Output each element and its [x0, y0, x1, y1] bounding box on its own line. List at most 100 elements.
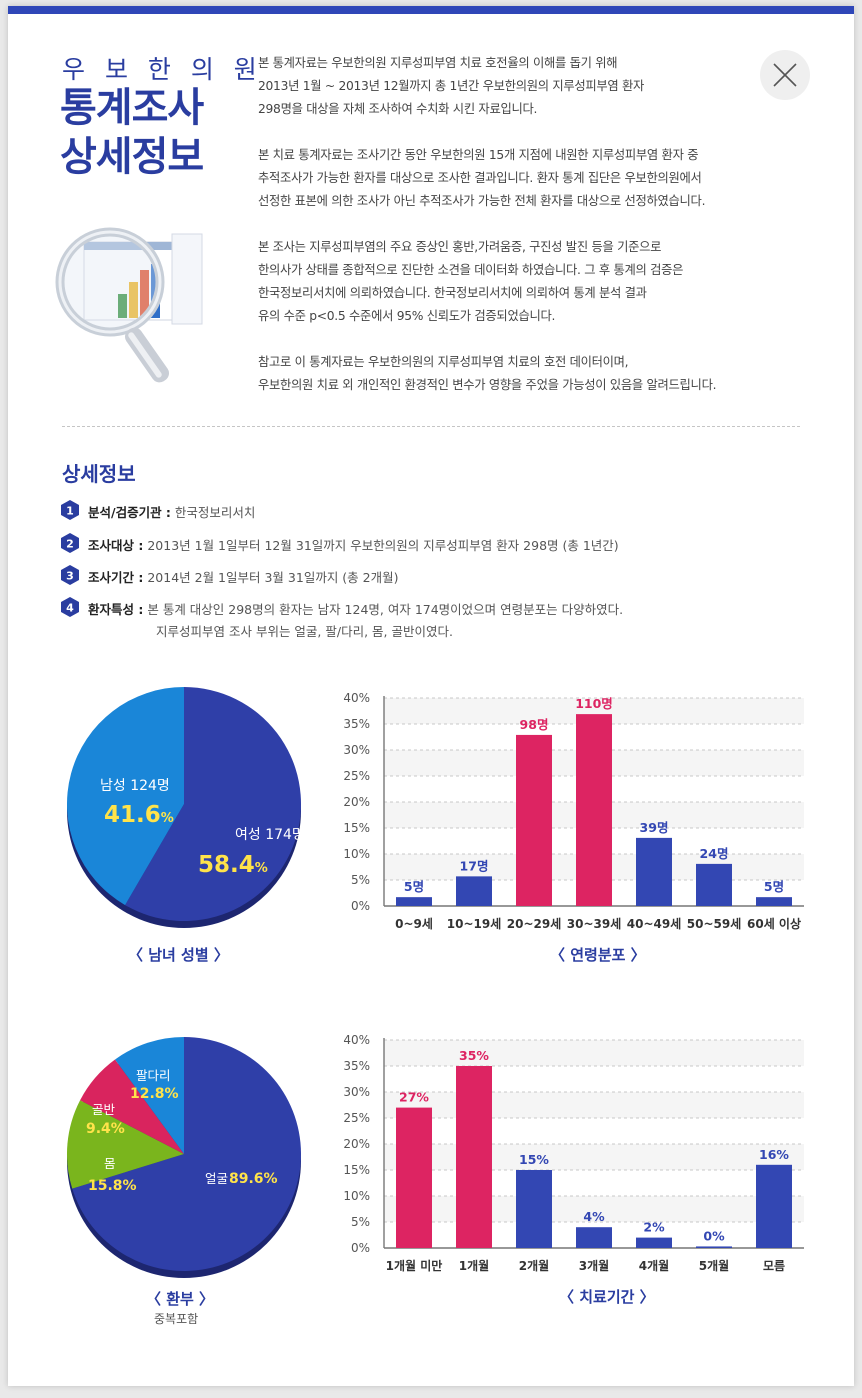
page-title: 통계조사 상세정보: [60, 84, 204, 182]
y-tick-label: 25%: [343, 1111, 370, 1125]
page-title-line2: 상세정보: [60, 134, 204, 180]
bar: [396, 1107, 432, 1248]
pie-slice-pelvis: [80, 1059, 184, 1154]
detail-item-text: 환자특성 : 본 통계 대상인 298명의 환자는 남자 124명, 여자 17…: [88, 599, 623, 618]
gender-pie-chart: 여성 174명 58.4% 남성 124명 41.6%: [66, 687, 305, 928]
bar: [456, 1066, 492, 1248]
bar-value-label: 98명: [520, 717, 549, 732]
intro-line: 한의사가 상태를 종합적으로 진단한 소견을 데이터화 하였습니다. 그 후 통…: [258, 263, 684, 277]
pie-value-female: 58.4%: [198, 852, 268, 878]
bar: [636, 837, 672, 906]
pie-slice-female: [125, 687, 302, 921]
detail-item-value: 본 통계 대상인 298명의 환자는 남자 124명, 여자 174명이었으며 …: [147, 602, 624, 617]
bar-value-label: 27%: [399, 1090, 429, 1105]
bar: [696, 1246, 732, 1248]
magnifier-chart-icon: [55, 227, 203, 383]
intro-line: 유의 수준 p<0.5 수준에서 95% 신뢰도가 검증되었습니다.: [258, 309, 556, 323]
x-tick-label: 50~59세: [687, 916, 742, 931]
pie-label-female: 여성 174명: [235, 827, 305, 843]
age-bar-chart: 0% 5% 10% 15% 20% 25% 30% 35% 40% 5명 0~9세 17명 10~19세…: [343, 691, 804, 931]
grid-band: [384, 1196, 804, 1222]
bar-value-label: 35%: [459, 1048, 489, 1063]
y-tick-label: 40%: [343, 691, 370, 705]
bar: [636, 1237, 672, 1248]
x-tick-label: 20~29세: [507, 916, 562, 931]
detail-item-value-line2: 지루성피부염 조사 부위는 얼굴, 팔/다리, 몸, 골반이였다.: [156, 624, 453, 639]
body-part-chart-caption: 〈 환부 〉: [146, 1290, 215, 1308]
bar-value-label: 16%: [759, 1147, 789, 1162]
svg-text:4: 4: [66, 602, 74, 615]
bar-value-label: 4%: [583, 1209, 605, 1224]
detail-item-label: 조사대상 :: [88, 538, 144, 553]
y-tick-label: 20%: [343, 795, 370, 809]
intro-line: 본 치료 통계자료는 조사기간 동안 우보한의원 15개 지점에 내원한 지루성…: [258, 148, 699, 162]
svg-text:1: 1: [66, 505, 74, 518]
bar-value-label: 110명: [575, 696, 613, 711]
number-badge: 4: [61, 597, 79, 617]
y-tick-label: 30%: [343, 1085, 370, 1099]
intro-line: 298명을 대상을 자체 조사하여 수치화 시킨 자료입니다.: [258, 102, 538, 116]
bar: [456, 876, 492, 906]
y-tick-label: 15%: [343, 1163, 370, 1177]
y-tick-label: 5%: [351, 1215, 370, 1229]
bar: [756, 897, 792, 906]
number-badge: 2: [61, 533, 79, 553]
bar: [696, 863, 732, 906]
grid-band: [384, 1092, 804, 1118]
x-tick-label: 40~49세: [627, 916, 682, 931]
svg-text:2: 2: [66, 538, 74, 551]
pie-label-body: 몸: [104, 1156, 116, 1171]
x-tick-label: 2개월: [519, 1258, 549, 1273]
x-tick-label: 1개월 미만: [386, 1258, 443, 1273]
detail-item-value: 2014년 2월 1일부터 3월 31일까지 (총 2개월): [147, 570, 399, 585]
intro-line: 한국정보리서치에 의뢰하였습니다. 한국정보리서치에 의뢰하여 통계 분석 결과: [258, 286, 647, 300]
intro-paragraph: 본 조사는 지루성피부염의 주요 증상인 홍반,가려움증, 구진성 발진 등을 …: [258, 236, 778, 328]
intro-paragraph: 참고로 이 통계자료는 우보한의원의 지루성피부염 치료의 호전 데이터이며, …: [258, 351, 778, 397]
pie-value-pelvis: 9.4%: [86, 1121, 125, 1137]
pie-value-limbs: 12.8%: [130, 1086, 179, 1102]
body-part-pie-chart: 얼굴 89.6% 몸 15.8% 골반 9.4% 팔다리 12.8%: [66, 1037, 301, 1278]
y-tick-label: 0%: [351, 1241, 370, 1255]
x-tick-label: 3개월: [579, 1258, 609, 1273]
bar: [516, 734, 552, 906]
close-button[interactable]: [760, 50, 810, 100]
detail-item-text: 조사기간 : 2014년 2월 1일부터 3월 31일까지 (총 2개월): [88, 567, 398, 586]
bar-value-label: 39명: [640, 820, 669, 835]
x-tick-label: 30~39세: [567, 916, 622, 931]
treatment-period-chart-caption: 〈 치료기간 〉: [559, 1288, 655, 1306]
x-tick-label: 0~9세: [395, 916, 433, 931]
x-tick-label: 5개월: [699, 1258, 729, 1273]
bar: [396, 897, 432, 906]
grid-band: [384, 1144, 804, 1170]
top-accent-bar: [8, 6, 854, 14]
page-title-line1: 통계조사: [60, 85, 204, 131]
stats-panel: 우 보 한 의 원 통계조사 상세정보 본 통계자료는 우보한의원 지루성피부염…: [8, 6, 854, 1386]
intro-line: 추적조사가 가능한 환자를 대상으로 조사한 결과입니다. 환자 통계 집단은 …: [258, 171, 702, 185]
x-tick-label: 60세 이상: [747, 916, 801, 931]
treatment-period-bar-chart: 0% 5% 10% 15% 20% 25% 30% 35% 40% 27% 1개월 미만 35% 1개월…: [343, 1033, 804, 1273]
bar-value-label: 15%: [519, 1152, 549, 1167]
intro-paragraph: 본 통계자료는 우보한의원 지루성피부염 치료 호전율의 이해를 돕기 위해 2…: [258, 52, 778, 121]
bar-value-label: 2%: [643, 1220, 665, 1235]
close-icon: [773, 63, 797, 87]
bar-value-label: 17명: [460, 858, 489, 873]
y-tick-label: 0%: [351, 899, 370, 913]
bar-value-label: 0%: [703, 1228, 725, 1243]
gender-chart-caption: 〈 남녀 성별 〉: [128, 946, 229, 964]
y-tick-label: 10%: [343, 847, 370, 861]
section-divider: [62, 426, 800, 427]
intro-line: 우보한의원 치료 외 개인적인 환경적인 변수가 영향을 주었을 가능성이 있음…: [258, 378, 717, 392]
y-tick-label: 30%: [343, 743, 370, 757]
intro-line: 참고로 이 통계자료는 우보한의원의 지루성피부염 치료의 호전 데이터이며,: [258, 355, 629, 369]
y-tick-label: 40%: [343, 1033, 370, 1047]
pie-label-limbs: 팔다리: [136, 1068, 171, 1083]
pie-slice-face: [72, 1037, 301, 1271]
pie-slice-body: [66, 1100, 184, 1189]
detail-item-label: 분석/검증기관 :: [88, 505, 171, 520]
clinic-name: 우 보 한 의 원: [62, 55, 263, 84]
bar: [516, 1170, 552, 1248]
intro-line: 본 통계자료는 우보한의원 지루성피부염 치료 호전율의 이해를 돕기 위해: [258, 56, 618, 70]
bar-value-label: 5명: [404, 879, 424, 894]
pie-slice-male: [66, 687, 184, 906]
detail-item-text: 조사대상 : 2013년 1월 1일부터 12월 31일까지 우보한의원의 지루…: [88, 535, 619, 554]
